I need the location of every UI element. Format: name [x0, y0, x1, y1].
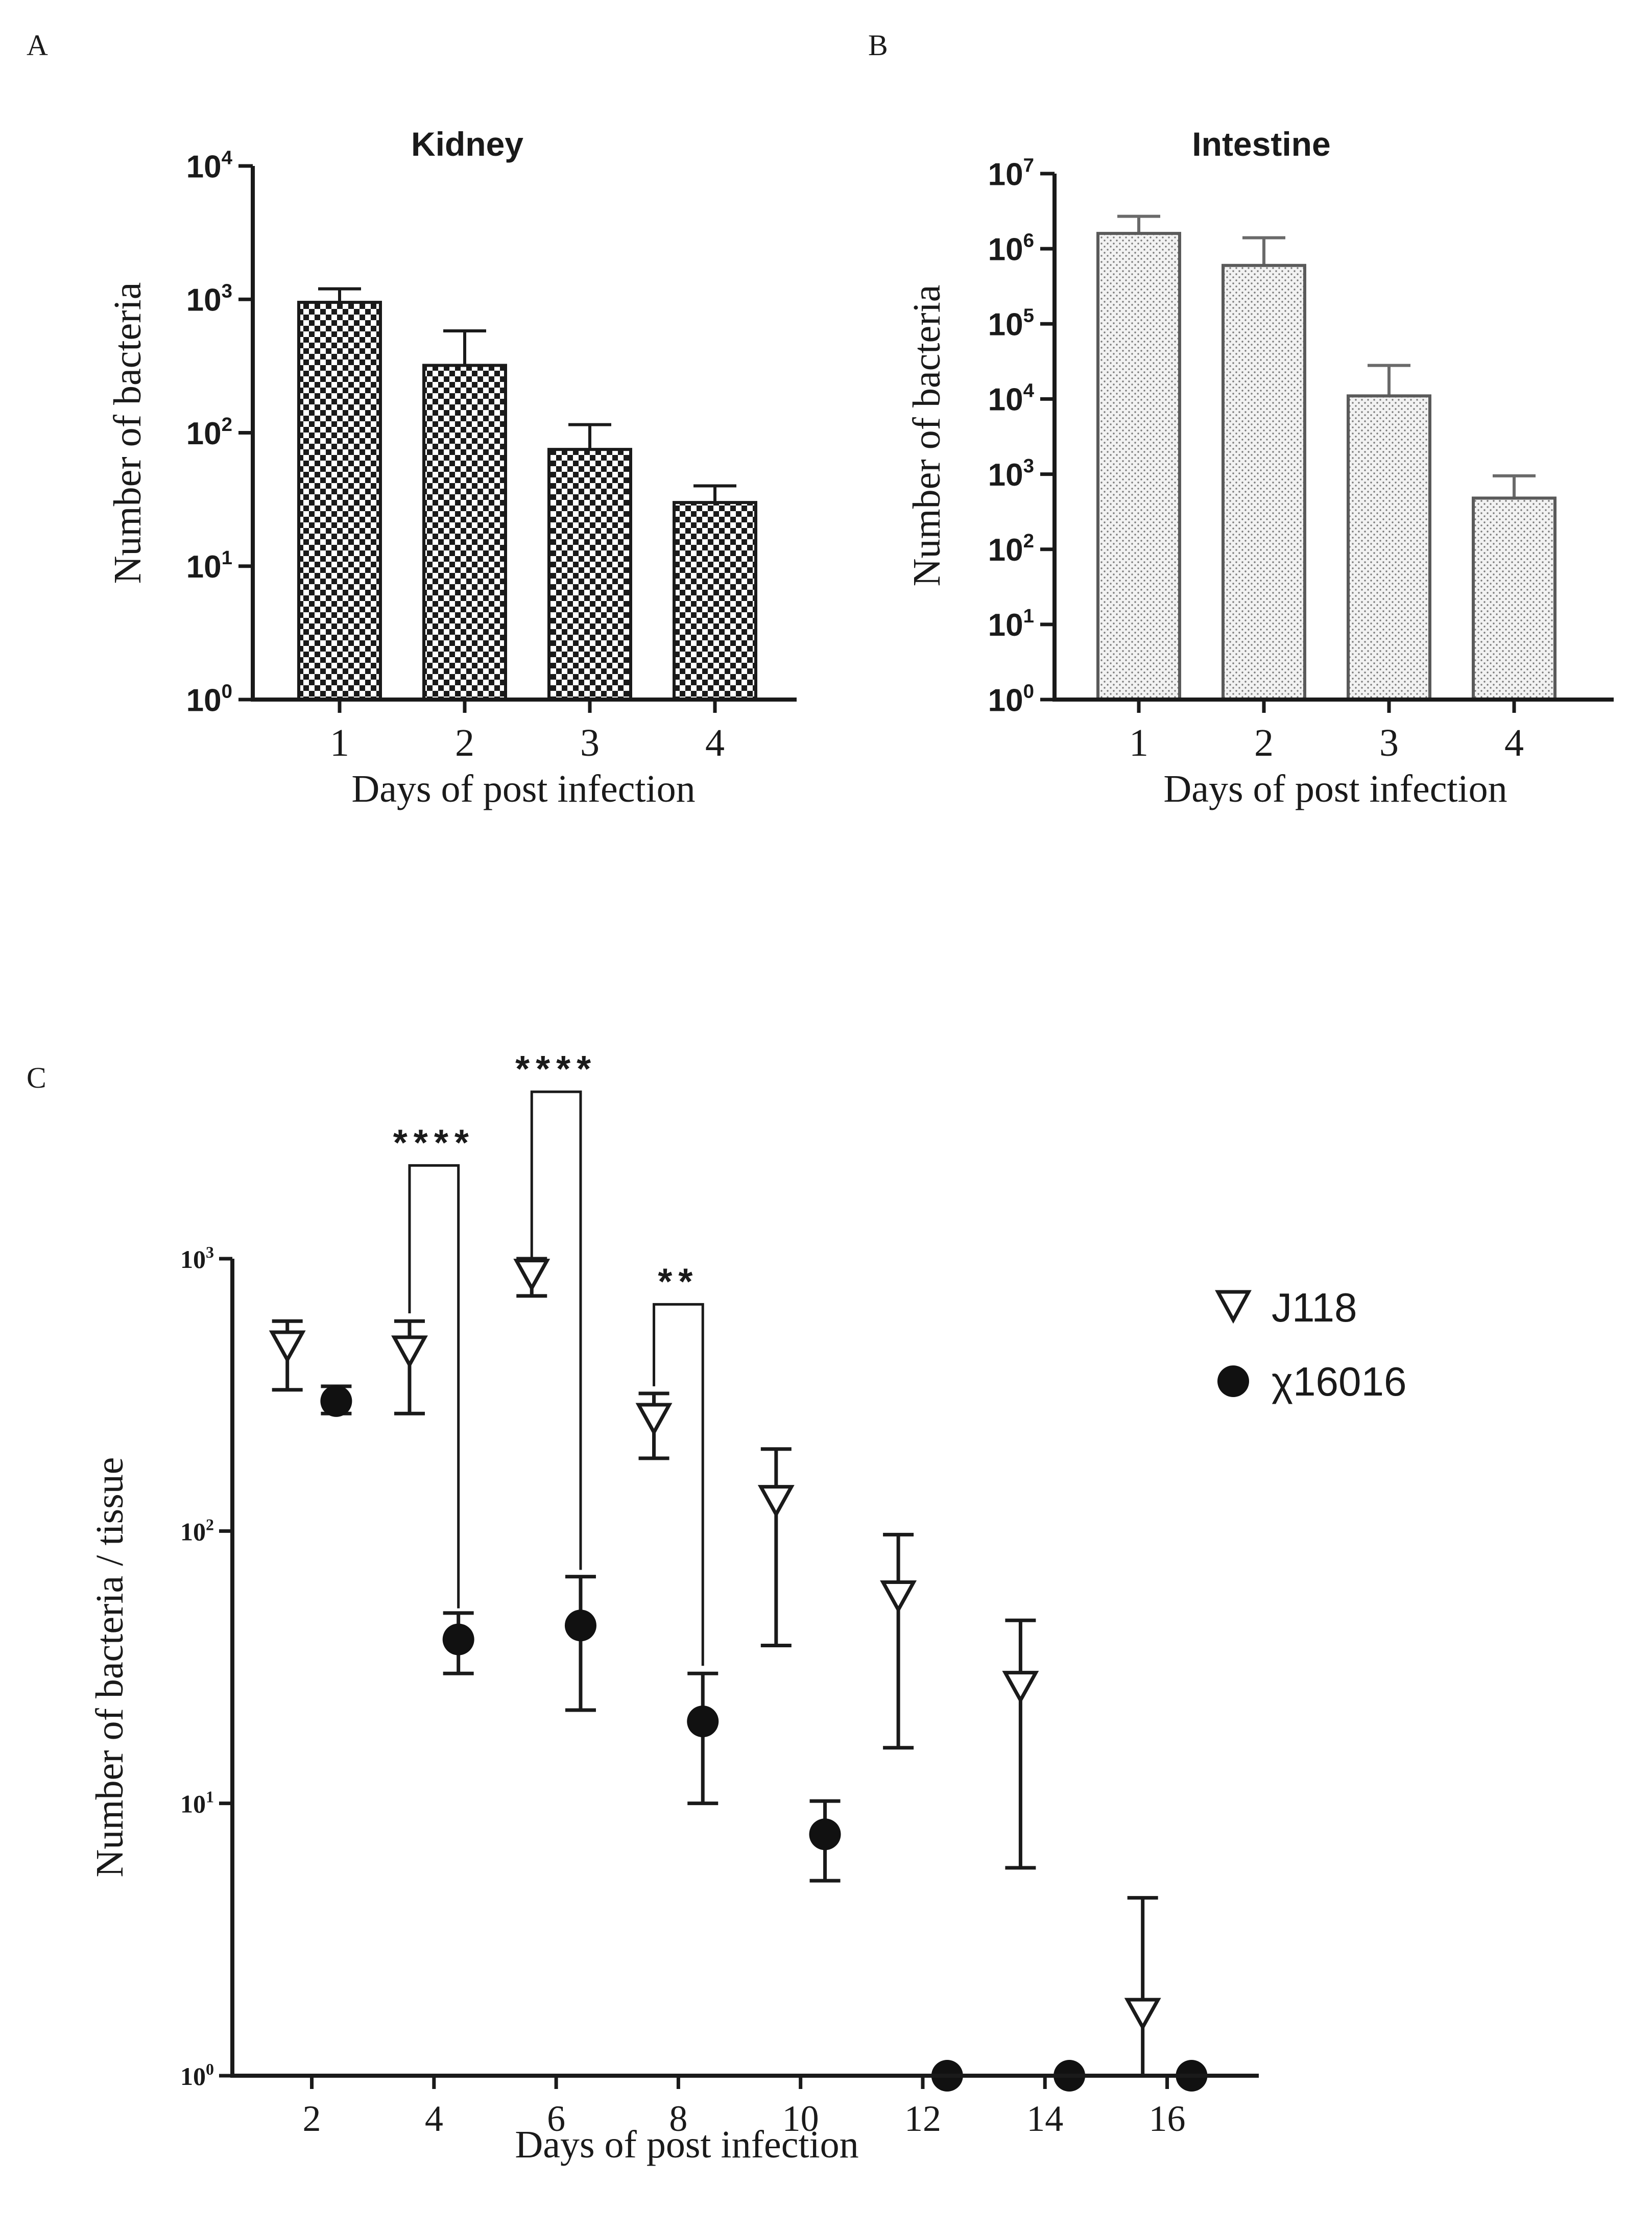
- point-j118-day-5.6: [513, 1259, 550, 1292]
- chart-a-y-label: Number of bacteria: [106, 282, 149, 584]
- chart-a-y-tick-label: 100: [186, 680, 232, 718]
- legend-j118-label: J118: [1272, 1285, 1357, 1330]
- chart-a-x-tick-label: 3: [580, 722, 600, 764]
- point-x16016-day-8.4: [687, 1705, 719, 1738]
- significance-bracket: [408, 1164, 460, 1608]
- chart-kidney: Kidney 100 101 102 103 104 1 2 3 4 Days of post …: [106, 125, 797, 810]
- chart-c-y-tick-label: 100: [180, 2060, 214, 2091]
- significance-label: **: [658, 1261, 699, 1302]
- chart-intestine: Intestine 100 101 102 103 104 105 106 107 1 2 3 4 D…: [905, 125, 1614, 810]
- chart-b-y-tick-label: 106: [988, 229, 1034, 267]
- point-j118-day-15.6: [1124, 1998, 1161, 2031]
- significance-label: ****: [515, 1049, 597, 1090]
- chart-a-y-tick-label: 103: [186, 280, 232, 318]
- chart-c-x-tick-label: 12: [904, 2098, 941, 2139]
- point-j118-day-13.6: [1002, 1671, 1039, 1704]
- significance-bracket: [530, 1090, 582, 1570]
- legend-x16016-label: χ16016: [1272, 1359, 1406, 1404]
- chart-c-x-tick-label: 6: [547, 2098, 565, 2139]
- chart-c-x-tick-label: 14: [1026, 2098, 1063, 2139]
- point-j118-day-3.6: [391, 1335, 428, 1369]
- chart-b-y-tick-label: 104: [988, 380, 1035, 418]
- point-j118-day-9.6: [757, 1485, 795, 1518]
- significance-label: ****: [393, 1122, 475, 1163]
- panel-label-c: C: [27, 1061, 46, 1094]
- chart-c-y-tick-label: 103: [180, 1243, 214, 1274]
- chart-c-x-tick-label: 8: [669, 2098, 687, 2139]
- chart-b-bar-day-2: [1222, 263, 1306, 701]
- chart-a-x-tick-label: 1: [330, 722, 349, 764]
- chart-a-x-tick-label: 4: [705, 722, 725, 764]
- chart-b-x-tick-label: 4: [1504, 722, 1524, 764]
- legend: J118 χ16016: [1215, 1285, 1406, 1404]
- chart-c-y-tick-label: 101: [180, 1788, 214, 1818]
- point-x16016-day-2.4: [320, 1385, 352, 1417]
- legend-x16016-marker: [1217, 1365, 1249, 1397]
- chart-a-bar-day-1: [297, 301, 382, 701]
- point-j118-day-7.6: [635, 1403, 673, 1436]
- chart-b-y-label: Number of bacteria: [905, 285, 948, 587]
- point-x16016-day-6.4: [564, 1610, 596, 1642]
- significance-bracket: [653, 1303, 704, 1666]
- chart-b-y-tick-label: 100: [988, 680, 1034, 718]
- chart-c-y-tick-label: 102: [180, 1515, 214, 1546]
- chart-b-x-tick-label: 2: [1254, 722, 1274, 764]
- chart-a-bar-day-3: [547, 448, 632, 701]
- point-x16016-day-4.4: [442, 1623, 474, 1655]
- chart-b-y-tick-label: 103: [988, 455, 1034, 493]
- legend-j118-marker: [1215, 1290, 1252, 1324]
- chart-a-x-label: Days of post infection: [351, 767, 695, 810]
- chart-c-x-tick-label: 2: [303, 2098, 321, 2139]
- point-j118-day-1.6: [269, 1330, 306, 1364]
- point-j118-day-11.6: [880, 1580, 917, 1614]
- chart-b-x-tick-label: 1: [1129, 722, 1148, 764]
- chart-a-y-tick-label: 101: [186, 547, 232, 585]
- chart-b-y-tick-label: 105: [988, 305, 1034, 343]
- chart-b-x-tick-label: 3: [1379, 722, 1399, 764]
- chart-a-bar-day-2: [422, 364, 507, 701]
- chart-c-x-tick-label: 16: [1149, 2098, 1186, 2139]
- panel-label-b: B: [868, 29, 888, 62]
- chart-b-title: Intestine: [1192, 125, 1330, 163]
- chart-a-title: Kidney: [411, 125, 523, 163]
- point-x16016-day-10.4: [809, 1818, 841, 1851]
- chart-b-bar-day-4: [1472, 496, 1557, 701]
- chart-b-x-label: Days of post infection: [1163, 767, 1507, 810]
- chart-a-y-tick-label: 104: [186, 147, 233, 184]
- chart-a-bar-day-4: [673, 501, 757, 701]
- chart-b-y-tick-label: 107: [988, 154, 1034, 192]
- chart-b-y-tick-label: 101: [988, 605, 1034, 643]
- chart-b-y-tick-label: 102: [988, 530, 1034, 568]
- chart-c-x-tick-label: 4: [425, 2098, 443, 2139]
- chart-c-x-tick-label: 10: [782, 2098, 819, 2139]
- chart-b-bar-day-1: [1096, 232, 1181, 702]
- chart-c-x-label: Days of post infection: [515, 2123, 858, 2166]
- chart-a-x-tick-label: 2: [455, 722, 474, 764]
- chart-a-y-tick-label: 102: [186, 414, 232, 451]
- chart-b-bar-day-3: [1347, 394, 1431, 701]
- chart-c-y-label: Number of bacteria / tissue: [88, 1457, 131, 1877]
- panel-label-a: A: [27, 29, 48, 62]
